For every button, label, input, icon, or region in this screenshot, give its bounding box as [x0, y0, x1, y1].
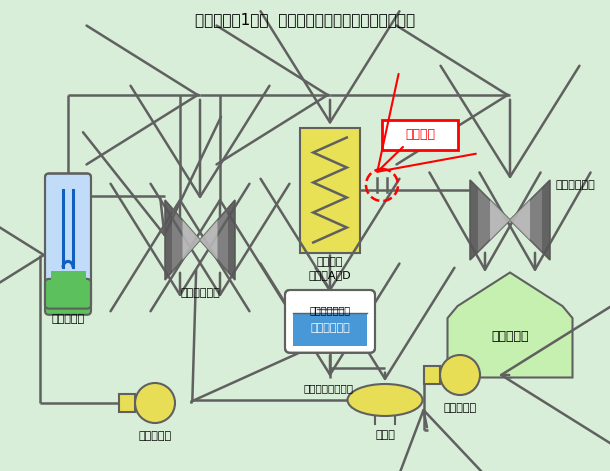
Polygon shape — [490, 200, 510, 240]
Circle shape — [440, 355, 480, 395]
FancyBboxPatch shape — [382, 120, 458, 150]
Polygon shape — [470, 180, 510, 260]
Polygon shape — [448, 273, 573, 377]
Polygon shape — [510, 200, 530, 240]
Text: 湿分分離加熱器: 湿分分離加熱器 — [309, 305, 351, 315]
Polygon shape — [470, 180, 478, 260]
Text: 伊方発電所1号機  湿分分離加熱器まわり概略系統図: 伊方発電所1号機 湿分分離加熱器まわり概略系統図 — [195, 13, 415, 27]
Text: ドレンタンク: ドレンタンク — [310, 323, 350, 333]
Text: 復水ポンプ: 復水ポンプ — [443, 403, 476, 413]
FancyBboxPatch shape — [45, 279, 91, 315]
Text: 高圧給水加熱器へ: 高圧給水加熱器へ — [303, 383, 353, 393]
FancyBboxPatch shape — [45, 173, 91, 309]
Bar — [51, 270, 85, 305]
Text: 蒸気発生器: 蒸気発生器 — [51, 314, 85, 324]
Polygon shape — [165, 200, 172, 280]
Polygon shape — [200, 220, 218, 260]
Text: 高圧タービン: 高圧タービン — [180, 288, 220, 298]
Circle shape — [135, 383, 175, 423]
FancyBboxPatch shape — [285, 290, 375, 353]
Polygon shape — [165, 200, 200, 280]
Bar — [424, 366, 440, 384]
Text: 当該箇所: 当該箇所 — [405, 129, 435, 141]
Text: 低圧タービン: 低圧タービン — [555, 180, 595, 190]
Text: 復　水　器: 復 水 器 — [491, 331, 529, 343]
Ellipse shape — [348, 384, 423, 416]
Polygon shape — [542, 180, 550, 260]
Bar — [300, 128, 360, 252]
Polygon shape — [200, 200, 235, 280]
Text: 脱気器: 脱気器 — [375, 430, 395, 440]
Text: 加熱器A～D: 加熱器A～D — [309, 270, 351, 281]
Polygon shape — [182, 220, 200, 260]
Bar — [293, 313, 367, 346]
Text: 湿分分離: 湿分分離 — [317, 258, 343, 268]
Text: 給水ポンプ: 給水ポンプ — [138, 431, 171, 441]
Polygon shape — [510, 180, 550, 260]
Bar — [119, 394, 135, 412]
Polygon shape — [228, 200, 235, 280]
